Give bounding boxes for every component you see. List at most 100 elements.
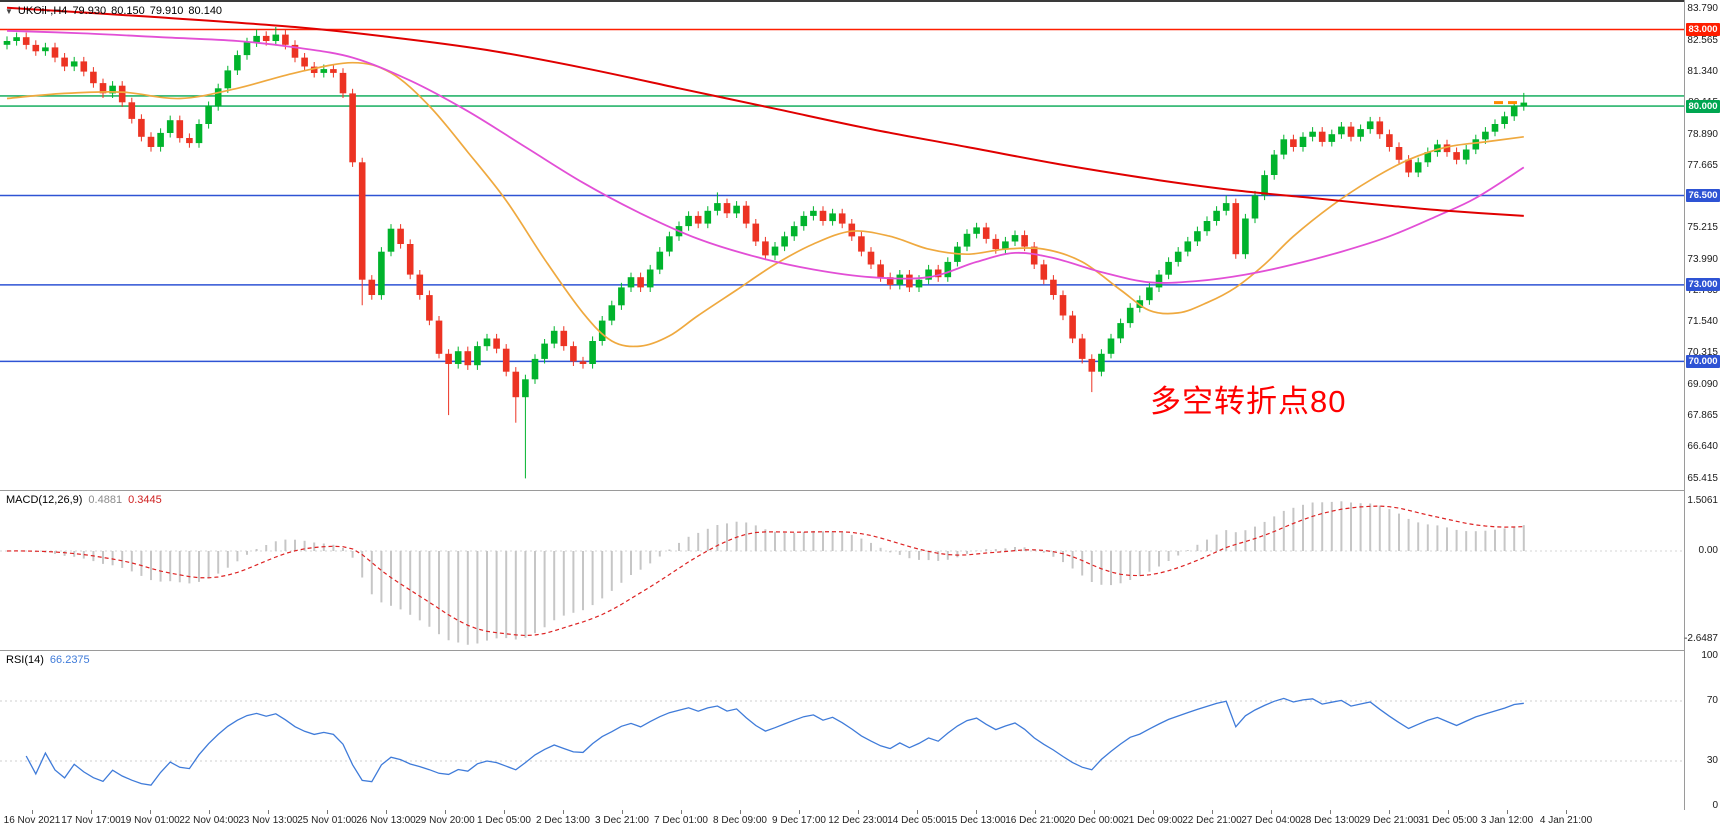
- candle-body: [541, 343, 548, 359]
- candle-body: [310, 66, 318, 73]
- candle-body: [42, 47, 49, 52]
- candle-body: [32, 44, 40, 52]
- candle-body: [752, 223, 760, 242]
- candle-body: [147, 136, 155, 147]
- candle-body: [118, 85, 126, 103]
- candle-body: [1376, 121, 1384, 135]
- time-axis-label: 19 Nov 01:00: [120, 815, 180, 826]
- candle-body: [1194, 231, 1201, 242]
- macd-label: MACD(12,26,9) 0.4881 0.3445: [6, 494, 168, 506]
- candle-body: [944, 261, 952, 278]
- candle-body: [1491, 124, 1499, 132]
- chart-title: ▼ UKOil-,H4 79.930 80.150 79.910 80.140: [5, 5, 227, 17]
- candle-body: [349, 93, 356, 163]
- macd-value-main: 0.4881: [88, 494, 123, 506]
- candle-body: [109, 85, 116, 94]
- candle-body: [502, 348, 510, 372]
- candle-body: [1126, 307, 1134, 324]
- price-axis[interactable]: 83.79082.56581.34080.11578.89077.66576.4…: [1684, 0, 1721, 811]
- panel-separator[interactable]: [0, 490, 1721, 491]
- candle-body: [253, 35, 260, 43]
- time-axis-tick: [681, 810, 682, 814]
- macd-canvas[interactable]: [0, 490, 1684, 650]
- time-axis-tick: [504, 810, 505, 814]
- candle-body: [915, 279, 923, 288]
- time-axis-label: 31 Dec 05:00: [1418, 815, 1478, 826]
- candle-body: [1424, 152, 1432, 163]
- time-axis-label: 15 Dec 13:00: [946, 815, 1006, 826]
- candle-body: [1290, 139, 1297, 147]
- price-axis-label: 83.790: [1687, 3, 1718, 15]
- candle-body: [608, 305, 616, 321]
- time-axis-label: 22 Nov 04:00: [179, 815, 239, 826]
- rsi-label: RSI(14) 66.2375: [6, 654, 96, 666]
- candle-body: [1050, 279, 1057, 295]
- candle-body: [445, 353, 452, 364]
- time-axis-tick: [1094, 810, 1095, 814]
- candle-body: [838, 213, 846, 224]
- candle-body: [1184, 241, 1192, 252]
- candles: [3, 27, 1528, 479]
- price-axis-label: 81.340: [1687, 65, 1718, 77]
- candle-body: [963, 233, 971, 247]
- candle-body: [1520, 102, 1528, 107]
- candle-body: [320, 69, 328, 73]
- candle-body: [618, 287, 625, 306]
- candle-body: [1242, 218, 1249, 255]
- time-axis-tick: [327, 810, 328, 814]
- time-axis-tick: [1507, 810, 1508, 814]
- rsi-axis-label: 100: [1701, 650, 1718, 661]
- candle-body: [1386, 134, 1393, 147]
- candle-body: [224, 70, 232, 89]
- candle-body: [493, 338, 500, 349]
- current-price-marker: [1494, 101, 1503, 105]
- candle-body: [1395, 147, 1403, 160]
- main-chart-canvas[interactable]: [0, 0, 1684, 490]
- time-axis-tick: [1330, 810, 1331, 814]
- time-axis-label: 14 Dec 05:00: [887, 815, 947, 826]
- candle-body: [22, 37, 30, 45]
- candle-body: [1165, 261, 1172, 275]
- candle-body: [282, 34, 289, 45]
- candle-body: [80, 61, 88, 72]
- candle-body: [128, 102, 136, 119]
- rsi-canvas[interactable]: [0, 650, 1684, 810]
- time-axis-tick: [268, 810, 269, 814]
- time-axis-label: 17 Nov 17:00: [61, 815, 121, 826]
- candle-body: [1443, 144, 1451, 153]
- time-axis-tick: [150, 810, 151, 814]
- price-low: 79.910: [149, 5, 184, 17]
- candle-body: [301, 57, 308, 67]
- time-axis-tick: [740, 810, 741, 814]
- candle-body: [579, 361, 587, 364]
- panel-separator[interactable]: [0, 650, 1721, 651]
- price-high: 80.150: [111, 5, 145, 17]
- text-annotation[interactable]: 多空转折点80: [1150, 384, 1347, 419]
- time-axis-label: 2 Dec 13:00: [536, 815, 590, 826]
- candle-body: [3, 41, 11, 45]
- candle-body: [819, 210, 827, 221]
- candle-body: [176, 120, 184, 139]
- price-tag-76.500: 76.500: [1686, 189, 1720, 202]
- time-axis-label: 29 Dec 21:00: [1359, 815, 1419, 826]
- candle-body: [1030, 246, 1038, 265]
- chart-dropdown-icon[interactable]: ▼: [5, 7, 13, 16]
- candle-body: [829, 213, 836, 222]
- candle-body: [186, 138, 193, 144]
- candle-body: [790, 226, 798, 237]
- time-axis-label: 7 Dec 01:00: [654, 815, 708, 826]
- candle-body: [387, 228, 395, 252]
- candle-body: [262, 35, 270, 41]
- horizontal-levels[interactable]: [0, 28, 1684, 363]
- time-axis-tick: [1035, 810, 1036, 814]
- candle-body: [1472, 139, 1480, 150]
- candle-body: [714, 203, 721, 211]
- time-axis-tick: [1212, 810, 1213, 814]
- candle-body: [742, 205, 750, 224]
- time-axis[interactable]: 16 Nov 2021 17 Nov 17:00 19 Nov 01:00 22 No…: [0, 810, 1721, 839]
- time-axis-tick: [32, 810, 33, 814]
- time-axis-label: 9 Dec 17:00: [772, 815, 826, 826]
- price-tag-73.000: 73.000: [1686, 278, 1720, 292]
- candle-body: [858, 236, 865, 252]
- candle-body: [1002, 241, 1009, 250]
